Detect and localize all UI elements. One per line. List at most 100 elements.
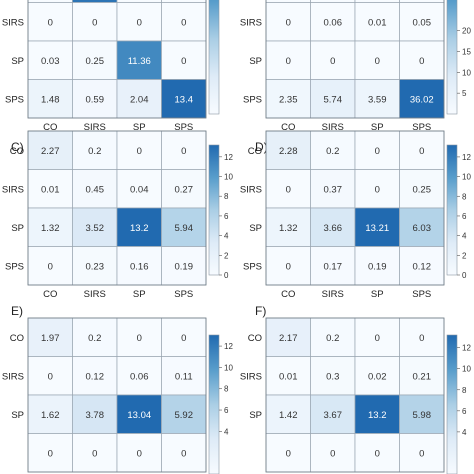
col-tick-label: SIRS bbox=[322, 289, 344, 300]
colorbar-tick-label: 12 bbox=[224, 153, 233, 162]
cell-value-label: 0.01 bbox=[368, 17, 387, 28]
row-tick-label: SIRS bbox=[240, 371, 262, 382]
col-tick-label: SP bbox=[371, 122, 384, 133]
cell-value-label: 0.23 bbox=[86, 261, 105, 272]
cell-value-label: 0.12 bbox=[86, 371, 105, 382]
colorbar-tick-label: 6 bbox=[462, 407, 467, 416]
col-tick-label: SP bbox=[133, 289, 146, 300]
cell-value-label: 0.11 bbox=[175, 371, 193, 382]
colorbar-tick-label: 10 bbox=[462, 68, 471, 77]
cell-value-label: 0 bbox=[48, 17, 53, 28]
heatmap-cell bbox=[399, 246, 445, 286]
heatmap-cell bbox=[399, 40, 445, 80]
row-tick-label: SIRS bbox=[2, 371, 24, 382]
cell-value-label: 0 bbox=[48, 261, 53, 272]
colorbar-tick-label: 2 bbox=[462, 251, 467, 260]
heatmap-cell bbox=[310, 169, 356, 209]
colorbar-tick-label: 2 bbox=[224, 251, 229, 260]
cell-value-label: 0 bbox=[181, 17, 186, 28]
cell-value-label: 0 bbox=[419, 146, 424, 157]
cell-value-label: 0.3 bbox=[326, 371, 339, 382]
colorbar-tick-label: 10 bbox=[462, 365, 471, 374]
heatmap-cell bbox=[72, 0, 118, 3]
cell-value-label: 0.2 bbox=[326, 146, 339, 157]
heatmap-cell bbox=[27, 433, 73, 473]
heatmap-cell bbox=[72, 169, 118, 209]
heatmap-cell bbox=[27, 246, 73, 286]
heatmap-cell bbox=[161, 317, 207, 357]
cell-value-label: 0 bbox=[330, 448, 335, 459]
heatmap-cell bbox=[116, 0, 162, 3]
heatmap-cell bbox=[399, 0, 445, 3]
cell-value-label: 1.32 bbox=[41, 223, 60, 234]
cell-value-label: 0.37 bbox=[324, 184, 343, 195]
cell-value-label: 13.21 bbox=[365, 223, 389, 234]
heatmap-cell bbox=[265, 433, 311, 473]
cell-value-label: 0 bbox=[419, 448, 424, 459]
row-tick-label: SP bbox=[249, 56, 262, 67]
panel-label: F) bbox=[255, 304, 266, 318]
colorbar-tick-label: 10 bbox=[224, 173, 233, 182]
heatmap-cell bbox=[265, 394, 311, 434]
cell-value-label: 0 bbox=[137, 448, 142, 459]
heatmap-cell bbox=[354, 0, 400, 3]
heatmap-cell bbox=[161, 433, 207, 473]
cell-value-label: 5.94 bbox=[175, 223, 194, 234]
heatmap-cell bbox=[27, 130, 73, 170]
colorbar-tick-label: 8 bbox=[224, 385, 229, 394]
cell-value-label: 0.05 bbox=[413, 17, 432, 28]
heatmap-panel: F) 2.17 0.2 0 0 0.01 0.3 0.02 0.21 1.42 3.67 13.2 5.… bbox=[240, 304, 471, 474]
heatmap-panel: 000000.060.010.0500002.355.743.5936.02SI… bbox=[240, 0, 471, 133]
row-tick-label: CO bbox=[10, 333, 24, 344]
colorbar-tick-label: 10 bbox=[462, 173, 471, 182]
col-tick-label: SPS bbox=[174, 122, 193, 133]
cell-value-label: 2.17 bbox=[279, 333, 298, 344]
heatmap-cell bbox=[116, 169, 162, 209]
colorbar bbox=[446, 144, 458, 276]
row-tick-label: SIRS bbox=[240, 17, 262, 28]
heatmap-cell bbox=[116, 130, 162, 170]
row-tick-label: SP bbox=[249, 223, 262, 234]
cell-value-label: 0 bbox=[181, 146, 186, 157]
heatmap-cell bbox=[72, 2, 118, 42]
cell-value-label: 2.28 bbox=[279, 146, 298, 157]
cell-value-label: 0 bbox=[92, 17, 97, 28]
heatmap-cell bbox=[27, 394, 73, 434]
heatmap-cell bbox=[72, 40, 118, 80]
colorbar-tick-label: 4 bbox=[224, 232, 229, 241]
cell-value-label: 0.27 bbox=[175, 184, 194, 195]
heatmap-cell bbox=[161, 40, 207, 80]
heatmap-cell bbox=[354, 356, 400, 396]
cell-value-label: 5.92 bbox=[175, 410, 194, 421]
heatmap-cell bbox=[354, 246, 400, 286]
heatmap-cell bbox=[354, 2, 400, 42]
colorbar-tick-label: 15 bbox=[462, 48, 471, 57]
cell-value-label: 0 bbox=[181, 448, 186, 459]
row-tick-label: CO bbox=[248, 146, 262, 157]
col-tick-label: SP bbox=[371, 289, 384, 300]
cell-value-label: 0.25 bbox=[86, 56, 105, 67]
cell-value-label: 13.04 bbox=[127, 410, 151, 421]
colorbar-tick-label: 4 bbox=[224, 427, 229, 436]
heatmap-panel: 012.760000000.030.2511.3601.480.592.0413… bbox=[2, 0, 220, 133]
heatmap-cell bbox=[399, 130, 445, 170]
row-tick-label: SIRS bbox=[240, 184, 262, 195]
heatmap-panel: C) 2.27 0.2 0 0 0.01 0.45 0.04 0.27 1.32 3.52 13.2 5… bbox=[2, 130, 233, 300]
colorbar-tick-label: 8 bbox=[462, 386, 467, 395]
colorbar-tick-label: 0 bbox=[462, 271, 467, 280]
cell-value-label: 0 bbox=[137, 333, 142, 344]
heatmap-cell bbox=[399, 169, 445, 209]
col-tick-label: SIRS bbox=[84, 122, 106, 133]
row-tick-label: SP bbox=[11, 56, 24, 67]
heatmap-cell bbox=[116, 2, 162, 42]
cell-value-label: 0 bbox=[286, 448, 291, 459]
heatmap-border bbox=[265, 130, 445, 286]
heatmap-cell bbox=[310, 433, 356, 473]
row-tick-label: CO bbox=[10, 146, 24, 157]
colorbar-tick-label: 5 bbox=[462, 89, 467, 98]
cell-value-label: 0 bbox=[330, 56, 335, 67]
cell-value-label: 3.66 bbox=[324, 223, 343, 234]
heatmap-cell bbox=[265, 2, 311, 42]
cell-value-label: 3.78 bbox=[86, 410, 105, 421]
heatmap-cell bbox=[354, 207, 400, 247]
